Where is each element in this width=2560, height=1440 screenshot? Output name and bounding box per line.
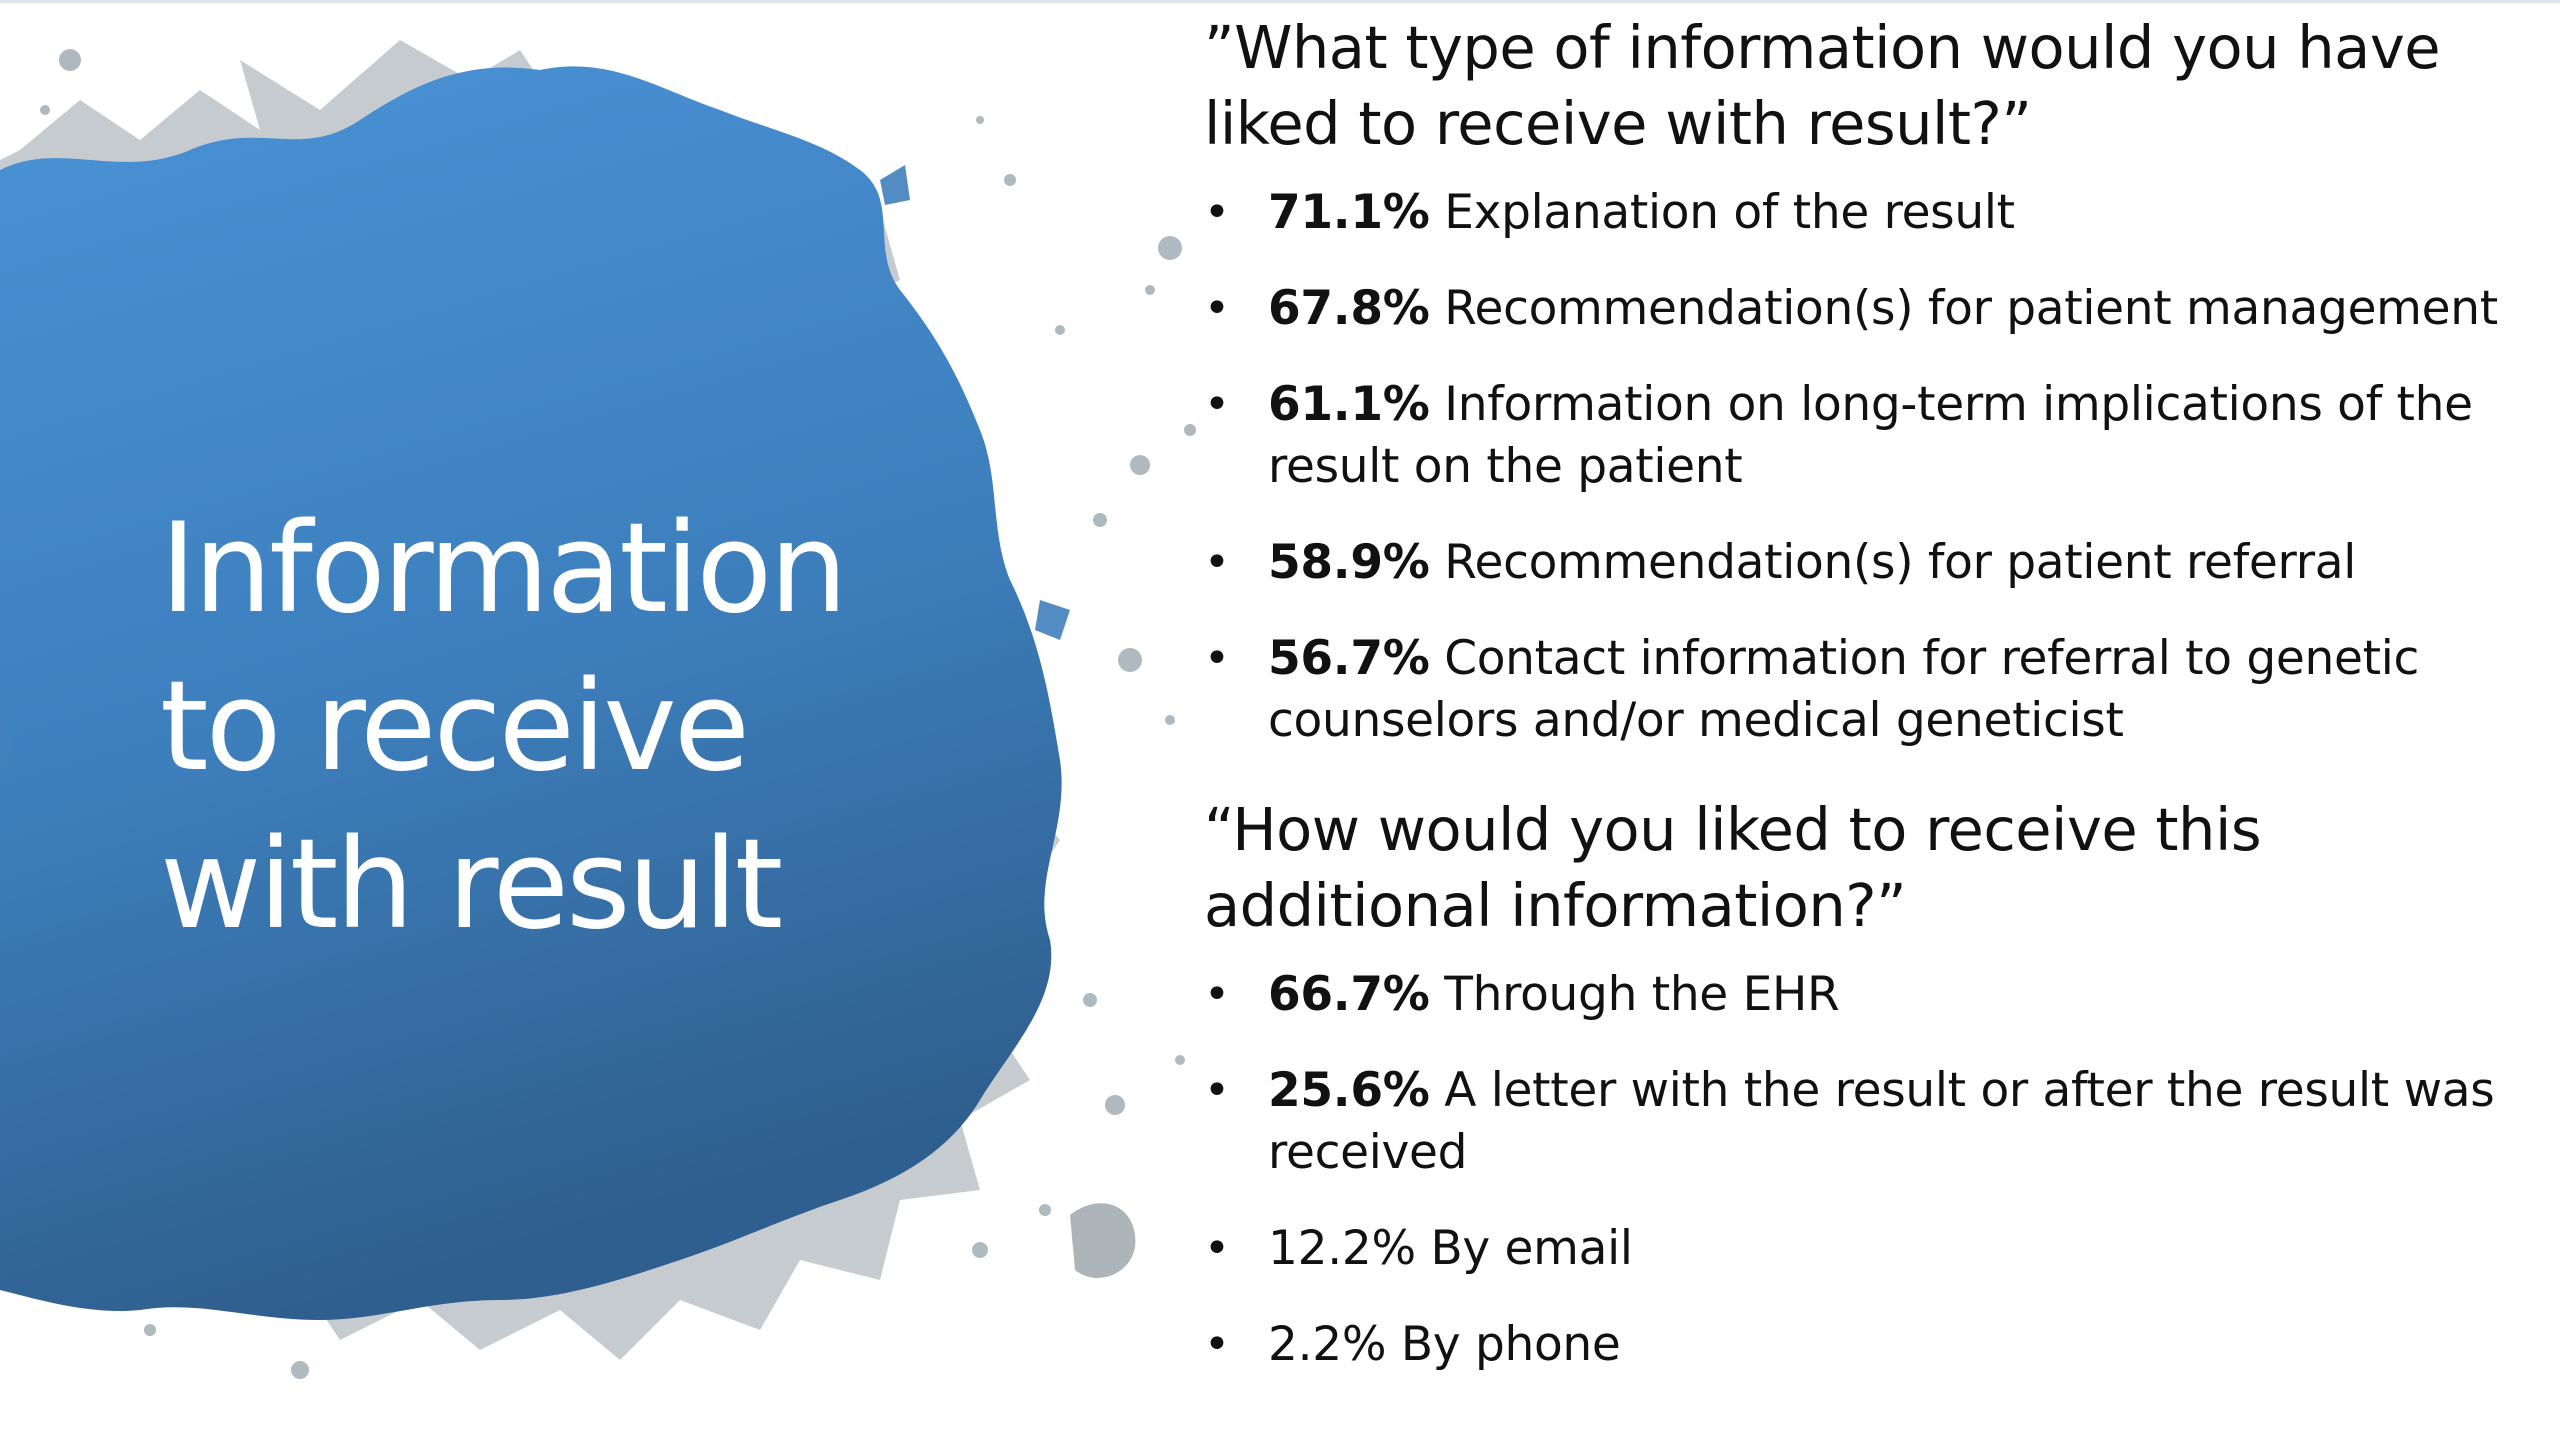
answer-text: Recommendation(s) for patient management [1429,281,2498,336]
percent-value: 12.2% [1268,1221,1416,1276]
list-item: • 66.7% Through the EHR [1204,964,2524,1026]
list-item: • 2.2% By phone [1204,1314,2524,1376]
bullet-icon: • [1204,537,1230,588]
list-item: • 61.1% Information on long-term implicat… [1204,374,2524,498]
bullet-icon: • [1204,1319,1230,1370]
answer-text: Explanation of the result [1429,185,2015,240]
answer-text: Through the EHR [1429,967,1840,1022]
bullet-icon: • [1204,633,1230,684]
answer-text: Recommendation(s) for patient referral [1429,535,2357,590]
list-item: • 56.7% Contact information for referral … [1204,628,2524,752]
percent-value: 56.7% [1268,631,1430,686]
answer-text: A letter with the result or after the re… [1268,1063,2495,1180]
answer-text: Information on long-term implications of… [1268,377,2473,494]
percent-value: 25.6% [1268,1063,1430,1118]
list-item: • 12.2% By email [1204,1218,2524,1280]
list-item: • 58.9% Recommendation(s) for patient ref… [1204,532,2524,594]
list-item: • 67.8% Recommendation(s) for patient man… [1204,278,2524,340]
bullet-icon: • [1204,379,1230,430]
slide-title-line: with result [160,813,783,957]
answer-list: • 66.7% Through the EHR • 25.6% A letter w… [1204,964,2524,1376]
bullet-icon: • [1204,187,1230,238]
bullet-icon: • [1204,283,1230,334]
percent-value: 67.8% [1268,281,1430,336]
bullet-icon: • [1204,1223,1230,1274]
slide-title-line: to receive [160,655,750,799]
slide-title-line: Information [160,497,848,641]
answer-list: • 71.1% Explanation of the result • 67.8% … [1204,182,2524,752]
percent-value: 61.1% [1268,377,1430,432]
question-heading: “How would you liked to receive this add… [1204,795,2262,940]
bullet-icon: • [1204,969,1230,1020]
percent-value: 71.1% [1268,185,1430,240]
answer-text: Contact information for referral to gene… [1268,631,2420,748]
answer-text: By phone [1386,1317,1621,1372]
list-item: • 25.6% A letter with the result or after… [1204,1060,2524,1184]
content-panel: ”What type of information would you have… [1204,10,2524,1410]
list-item: • 71.1% Explanation of the result [1204,182,2524,244]
percent-value: 58.9% [1268,535,1430,590]
paint-splash-graphic [0,0,1260,1440]
answer-text: By email [1415,1221,1633,1276]
percent-value: 66.7% [1268,967,1430,1022]
question-heading: ”What type of information would you have… [1204,13,2441,158]
bullet-icon: • [1204,1065,1230,1116]
percent-value: 2.2% [1268,1317,1387,1372]
slide-title: Information to receive with result [160,490,980,964]
